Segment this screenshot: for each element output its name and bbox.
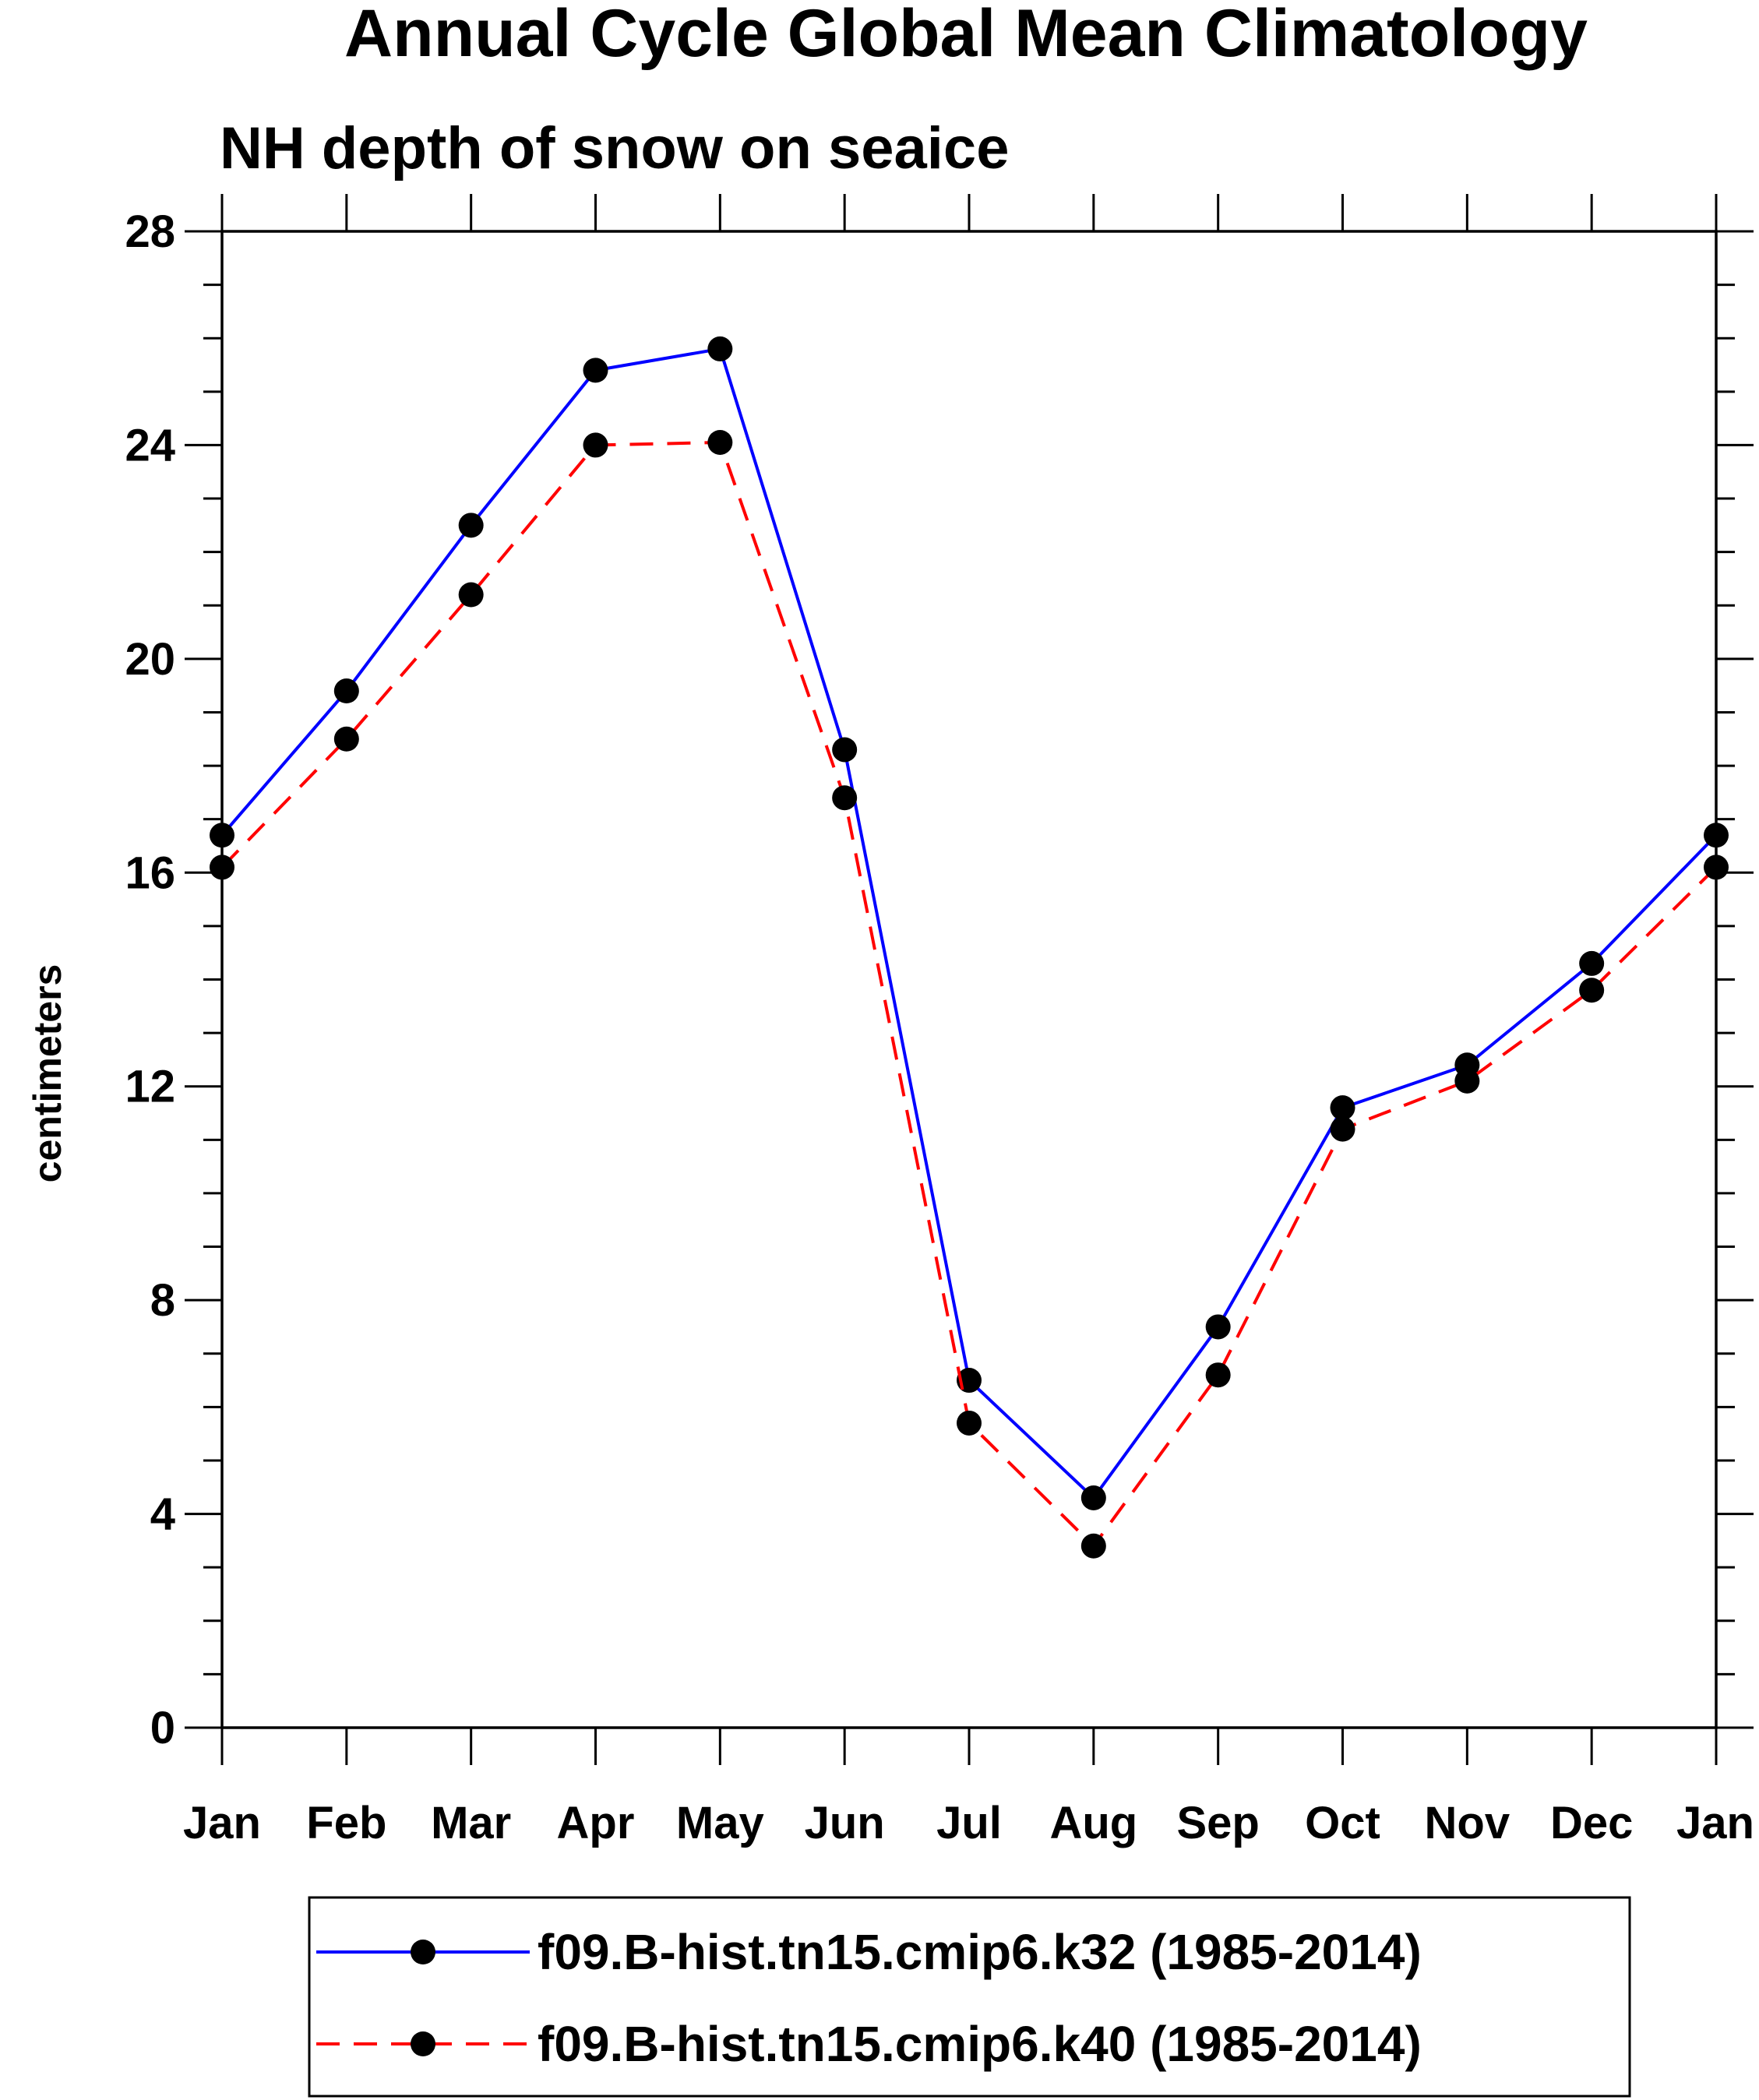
x-tick-label: Feb [306,1798,386,1848]
chart-subtitle: NH depth of snow on seaice [220,115,1009,181]
chart-title: Annual Cycle Global Mean Climatology [344,0,1588,71]
x-tick-label: Apr [557,1798,635,1848]
series-1-point [957,1410,982,1436]
y-tick-labels: 0 4 8 12 16 20 24 28 [125,206,175,1753]
legend-marker-k40 [411,2031,435,2056]
y-tick-label: 16 [125,847,175,898]
data-series [210,336,1729,1559]
series-1-point [1080,1533,1106,1559]
legend: f09.B-hist.tn15.cmip6.k32 (1985-2014) f0… [308,1896,1631,2098]
series-0-point [1205,1314,1231,1340]
y-tick-label: 28 [125,206,175,257]
y-tick-label: 12 [125,1062,175,1112]
legend-box [308,1896,1631,2098]
series-1-point [1579,978,1605,1003]
series-0-point [1579,950,1605,976]
legend-marker-k32 [411,1940,435,1964]
y-tick-label: 4 [150,1489,175,1540]
x-tick-label: Jun [805,1798,885,1848]
x-tick-label: Mar [431,1798,511,1848]
series-1-point [333,726,359,752]
y-axis-label: centimeters [26,964,69,1183]
series-1-point [832,785,858,811]
x-tick-label: Aug [1049,1798,1137,1848]
x-tick-label: Oct [1305,1798,1380,1848]
x-tick-label: Nov [1425,1798,1510,1848]
series-0-point [1080,1485,1106,1510]
series-line-0 [220,347,1718,1501]
series-1-point [1330,1116,1355,1142]
x-tick-label: Dec [1550,1798,1633,1848]
x-tick-label: Jul [936,1798,1002,1848]
series-0-point [707,336,733,361]
x-tick-label: Jan [1676,1798,1754,1848]
plot-frame [220,230,1718,1729]
x-tick-label: Jan [183,1798,261,1848]
series-1-point [583,432,608,458]
axis-ticks [185,194,1754,1765]
series-0-point [333,678,359,704]
x-tick-label: May [676,1798,764,1848]
series-1-point [1205,1362,1231,1388]
series-1-point [458,582,484,608]
y-tick-label: 0 [150,1703,175,1753]
series-0-point [832,737,858,763]
y-tick-label: 20 [125,634,175,685]
legend-label-k40: f09.B-hist.tn15.cmip6.k40 (1985-2014) [538,2016,1422,2072]
series-1-point [1454,1068,1480,1094]
legend-label-k32: f09.B-hist.tn15.cmip6.k32 (1985-2014) [538,1924,1422,1980]
y-tick-label: 8 [150,1275,175,1326]
y-tick-label: 24 [125,420,175,470]
x-tick-labels: Jan Feb Mar Apr May Jun Jul Aug Sep Oct Nov Dec Jan [183,1798,1754,1848]
series-0-point [458,513,484,538]
x-tick-label: Sep [1176,1798,1259,1848]
series-0-point [583,358,608,383]
series-0-point [1330,1095,1355,1121]
series-1-point [707,429,733,455]
